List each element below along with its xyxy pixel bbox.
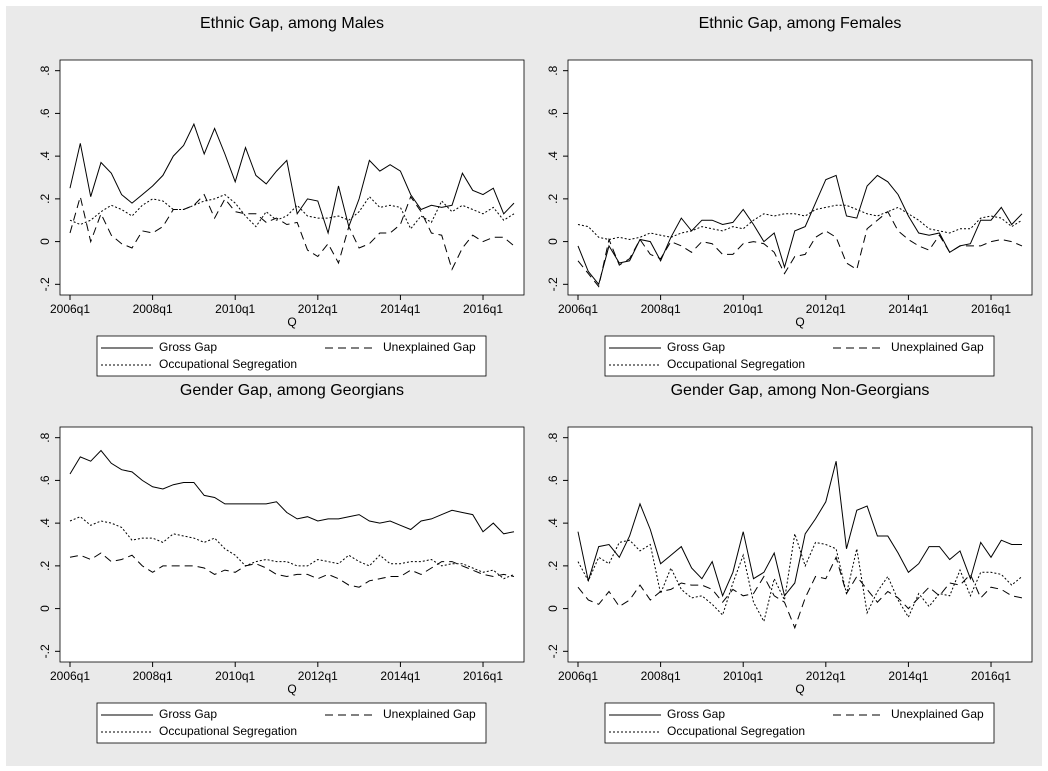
x-tick-label: 2012q1 xyxy=(298,669,338,683)
y-tick-label: .8 xyxy=(38,432,52,442)
x-tick-label: 2014q1 xyxy=(888,302,928,316)
legend xyxy=(96,335,487,377)
y-tick-label: -.2 xyxy=(546,277,560,291)
x-axis-title: Q xyxy=(795,315,804,329)
y-tick-label: .6 xyxy=(546,475,560,485)
legend xyxy=(604,702,995,744)
x-axis-title: Q xyxy=(795,682,804,696)
series-line xyxy=(69,552,515,588)
y-tick-label: .2 xyxy=(546,561,560,571)
series-line xyxy=(69,194,515,230)
series-line xyxy=(577,210,1023,288)
y-tick-label: .6 xyxy=(38,108,52,118)
series-line xyxy=(69,193,515,271)
legend-label: Gross Gap xyxy=(159,707,217,721)
y-tick-label: .8 xyxy=(546,65,560,75)
legend-label: Unexplained Gap xyxy=(383,707,476,721)
y-tick-label: 0 xyxy=(546,605,560,612)
x-tick-label: 2010q1 xyxy=(723,302,763,316)
x-tick-label: 2014q1 xyxy=(380,302,420,316)
x-tick-label: 2016q1 xyxy=(463,669,503,683)
y-tick-label: 0 xyxy=(38,605,52,612)
x-tick-label: 2008q1 xyxy=(133,669,173,683)
series-line xyxy=(577,204,1023,241)
series-line xyxy=(69,449,515,535)
x-tick-label: 2008q1 xyxy=(641,302,681,316)
x-tick-label: 2016q1 xyxy=(971,669,1011,683)
y-tick-label: .6 xyxy=(38,475,52,485)
legend-label: Gross Gap xyxy=(667,707,725,721)
chart-title: Gender Gap, among Georgians xyxy=(180,382,404,399)
x-tick-label: 2014q1 xyxy=(380,669,420,683)
plot-area xyxy=(59,59,525,296)
series-line xyxy=(577,461,1022,598)
series-line xyxy=(577,533,1023,623)
legend-label: Occupational Segregation xyxy=(667,357,805,371)
y-tick-label: .2 xyxy=(38,561,52,571)
x-tick-label: 2010q1 xyxy=(215,669,255,683)
x-tick-label: 2006q1 xyxy=(50,302,90,316)
legend-label: Unexplained Gap xyxy=(383,340,476,354)
x-tick-label: 2008q1 xyxy=(641,669,681,683)
legend-label: Unexplained Gap xyxy=(891,707,984,721)
chart-title: Gender Gap, among Non-Georgians xyxy=(671,382,930,399)
y-tick-label: -.2 xyxy=(38,277,52,291)
x-tick-label: 2014q1 xyxy=(888,669,928,683)
y-tick-label: -.2 xyxy=(38,644,52,658)
legend xyxy=(604,335,995,377)
x-tick-label: 2010q1 xyxy=(723,669,763,683)
y-tick-label: .4 xyxy=(546,151,560,161)
y-tick-label: .2 xyxy=(546,194,560,204)
x-tick-label: 2010q1 xyxy=(215,302,255,316)
x-tick-label: 2008q1 xyxy=(133,302,173,316)
x-tick-label: 2012q1 xyxy=(806,302,846,316)
plot-area xyxy=(59,426,525,663)
y-tick-label: .4 xyxy=(38,151,52,161)
series-line xyxy=(577,555,1023,630)
y-tick-label: .6 xyxy=(546,108,560,118)
y-tick-label: .4 xyxy=(546,518,560,528)
plot-area xyxy=(567,59,1033,296)
legend-label: Gross Gap xyxy=(159,340,217,354)
legend-label: Occupational Segregation xyxy=(159,357,297,371)
chart-title: Ethnic Gap, among Males xyxy=(200,15,384,32)
y-tick-label: 0 xyxy=(546,238,560,245)
x-tick-label: 2016q1 xyxy=(971,302,1011,316)
y-tick-label: 0 xyxy=(38,238,52,245)
x-tick-label: 2006q1 xyxy=(50,669,90,683)
x-tick-label: 2012q1 xyxy=(806,669,846,683)
x-tick-label: 2016q1 xyxy=(463,302,503,316)
legend-label: Occupational Segregation xyxy=(159,724,297,738)
x-tick-label: 2006q1 xyxy=(558,669,598,683)
y-tick-label: -.2 xyxy=(546,644,560,658)
x-axis-title: Q xyxy=(287,315,296,329)
series-line xyxy=(69,122,515,235)
y-tick-label: .4 xyxy=(38,518,52,528)
y-tick-label: .8 xyxy=(546,432,560,442)
y-tick-label: .2 xyxy=(38,194,52,204)
chart-title: Ethnic Gap, among Females xyxy=(699,15,902,32)
y-tick-label: .8 xyxy=(38,65,52,75)
legend-label: Unexplained Gap xyxy=(891,340,984,354)
legend-label: Occupational Segregation xyxy=(667,724,805,738)
legend xyxy=(96,702,487,744)
plot-area xyxy=(567,426,1033,663)
x-axis-title: Q xyxy=(287,682,296,696)
x-tick-label: 2006q1 xyxy=(558,302,598,316)
legend-label: Gross Gap xyxy=(667,340,725,354)
series-line xyxy=(69,516,515,580)
x-tick-label: 2012q1 xyxy=(298,302,338,316)
